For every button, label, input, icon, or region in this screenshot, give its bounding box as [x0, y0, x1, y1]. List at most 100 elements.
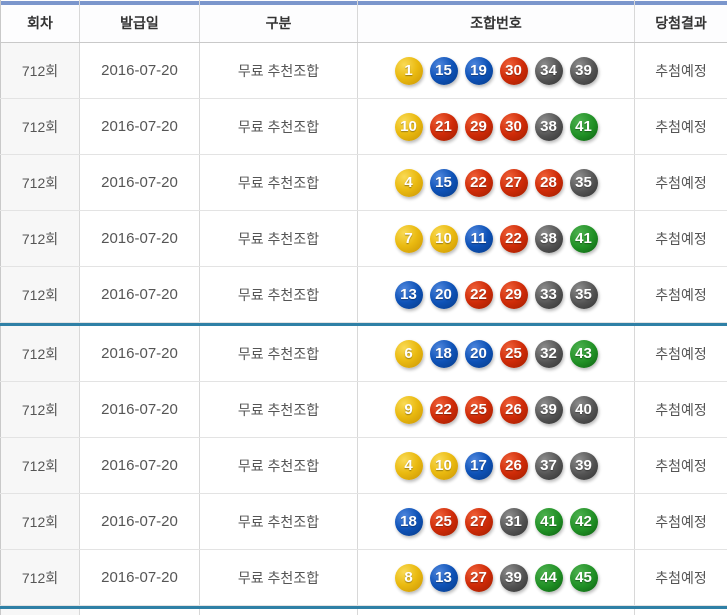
lotto-ball-blue: 15 — [429, 56, 458, 85]
lotto-ball-yellow: 10 — [394, 112, 423, 141]
result-cell: 추첨예정 — [635, 382, 727, 437]
ball-group: 9 22 25 26 39 40 — [394, 395, 598, 424]
issue-date-cell: 2016-07-20 — [80, 267, 200, 322]
category-cell: 무료 추천조합 — [200, 99, 358, 154]
section-divider — [0, 323, 727, 326]
lotto-ball-green: 41 — [569, 224, 598, 253]
lotto-ball-red: 27 — [464, 507, 493, 536]
lotto-ball-gray: 39 — [569, 56, 598, 85]
issue-date-cell: 2016-07-20 — [80, 99, 200, 154]
round-cell: 712회 — [0, 494, 80, 549]
result-cell: 추첨예정 — [635, 494, 727, 549]
category-cell: 무료 추천조합 — [200, 326, 358, 381]
issue-date-cell: 2016-07-20 — [80, 438, 200, 493]
issue-date-cell: 2016-07-20 — [80, 155, 200, 210]
result-cell: 추첨예정 — [635, 267, 727, 322]
ball-group: 1 15 19 30 34 39 — [394, 56, 598, 85]
lotto-ball-red: 26 — [499, 451, 528, 480]
lotto-ball-green: 41 — [569, 112, 598, 141]
column-header-issue-date: 발급일 — [80, 0, 200, 42]
lotto-ball-green: 43 — [569, 339, 598, 368]
numbers-cell: 18 25 27 31 41 42 — [358, 494, 635, 549]
lotto-ball-blue: 20 — [429, 280, 458, 309]
lotto-ball-red: 27 — [464, 563, 493, 592]
category-cell: 무료 추천조합 — [200, 155, 358, 210]
table-row: 712회 2016-07-20 무료 추천조합 18 25 27 31 41 42 추첨예정 — [0, 494, 727, 550]
lotto-ball-blue: 18 — [429, 339, 458, 368]
ball-group: 8 13 27 39 44 45 — [394, 563, 598, 592]
category-cell: 무료 추천조합 — [200, 382, 358, 437]
table-row: 712회 2016-07-20 무료 추천조합 4 15 22 27 28 35 추첨예정 — [0, 155, 727, 211]
lotto-ball-gray: 39 — [499, 563, 528, 592]
result-cell: 추첨예정 — [635, 155, 727, 210]
lotto-ball-yellow: 4 — [394, 451, 423, 480]
round-cell: 712회 — [0, 382, 80, 437]
result-cell: 추첨예정 — [635, 99, 727, 154]
lotto-ball-gray: 38 — [534, 224, 563, 253]
issue-date-cell: 2016-07-20 — [80, 211, 200, 266]
lotto-ball-red: 22 — [499, 224, 528, 253]
table-row: 712회 2016-07-20 무료 추천조합 6 18 20 25 32 43 추첨예정 — [0, 326, 727, 382]
category-cell — [200, 609, 358, 615]
ball-group: 10 21 29 30 38 41 — [394, 112, 598, 141]
lotto-ball-yellow: 1 — [394, 56, 423, 85]
ball-group: 6 18 20 25 32 43 — [394, 339, 598, 368]
numbers-cell: 4 15 22 27 28 35 — [358, 155, 635, 210]
lotto-ball-green: 42 — [569, 507, 598, 536]
lotto-ball-blue: 19 — [464, 56, 493, 85]
category-cell: 무료 추천조합 — [200, 267, 358, 322]
ball-group: 18 25 27 31 41 42 — [394, 507, 598, 536]
round-cell: 712회 — [0, 267, 80, 322]
lotto-ball-red: 22 — [429, 395, 458, 424]
table-body: 712회 2016-07-20 무료 추천조합 1 15 19 30 34 39 추첨예정 712회… — [0, 43, 727, 606]
numbers-cell: 6 18 20 25 32 43 — [358, 326, 635, 381]
lotto-ball-blue: 13 — [394, 280, 423, 309]
lotto-ball-red: 22 — [464, 168, 493, 197]
lotto-ball-green: 45 — [569, 563, 598, 592]
section-divider — [0, 606, 727, 609]
lotto-ball-red: 21 — [429, 112, 458, 141]
lotto-ball-blue: 18 — [394, 507, 423, 536]
lotto-ball-red: 27 — [499, 168, 528, 197]
numbers-cell — [358, 609, 635, 615]
ball-group: 4 15 22 27 28 35 — [394, 168, 598, 197]
ball-group: 4 10 17 26 37 39 — [394, 451, 598, 480]
ball-group: 7 10 11 22 38 41 — [394, 224, 598, 253]
lotto-ball-gray: 31 — [499, 507, 528, 536]
table-row: 712회 2016-07-20 무료 추천조합 13 20 22 29 33 35 추첨예정 — [0, 267, 727, 323]
lotto-ball-yellow: 8 — [394, 563, 423, 592]
lotto-ball-red: 30 — [499, 112, 528, 141]
lotto-ball-blue: 17 — [464, 451, 493, 480]
table-row: 712회 2016-07-20 무료 추천조합 1 15 19 30 34 39 추첨예정 — [0, 43, 727, 99]
round-cell: 712회 — [0, 99, 80, 154]
lotto-ball-gray: 39 — [534, 395, 563, 424]
round-cell — [0, 609, 80, 615]
issue-date-cell: 2016-07-20 — [80, 494, 200, 549]
round-cell: 712회 — [0, 211, 80, 266]
column-header-category: 구분 — [200, 0, 358, 42]
round-cell: 712회 — [0, 43, 80, 98]
result-cell: 추첨예정 — [635, 438, 727, 493]
lotto-ball-gray: 35 — [569, 280, 598, 309]
lotto-ball-red: 25 — [429, 507, 458, 536]
lotto-ball-red: 29 — [499, 280, 528, 309]
issue-date-cell — [80, 609, 200, 615]
lotto-ball-gray: 33 — [534, 280, 563, 309]
lotto-ball-yellow: 9 — [394, 395, 423, 424]
lotto-ball-blue: 11 — [464, 224, 493, 253]
result-cell: 추첨예정 — [635, 43, 727, 98]
result-cell: 추첨예정 — [635, 326, 727, 381]
column-header-result: 당첨결과 — [635, 0, 727, 42]
lotto-ball-blue: 20 — [464, 339, 493, 368]
table-row: 712회 2016-07-20 무료 추천조합 9 22 25 26 39 40 추첨예정 — [0, 382, 727, 438]
lotto-ball-gray: 35 — [569, 168, 598, 197]
lotto-ball-gray: 32 — [534, 339, 563, 368]
numbers-cell: 9 22 25 26 39 40 — [358, 382, 635, 437]
table-row: 712회 2016-07-20 무료 추천조합 7 10 11 22 38 41 추첨예정 — [0, 211, 727, 267]
ball-group: 13 20 22 29 33 35 — [394, 280, 598, 309]
lotto-ball-red: 26 — [499, 395, 528, 424]
lotto-ball-gray: 37 — [534, 451, 563, 480]
numbers-cell: 10 21 29 30 38 41 — [358, 99, 635, 154]
numbers-cell: 4 10 17 26 37 39 — [358, 438, 635, 493]
